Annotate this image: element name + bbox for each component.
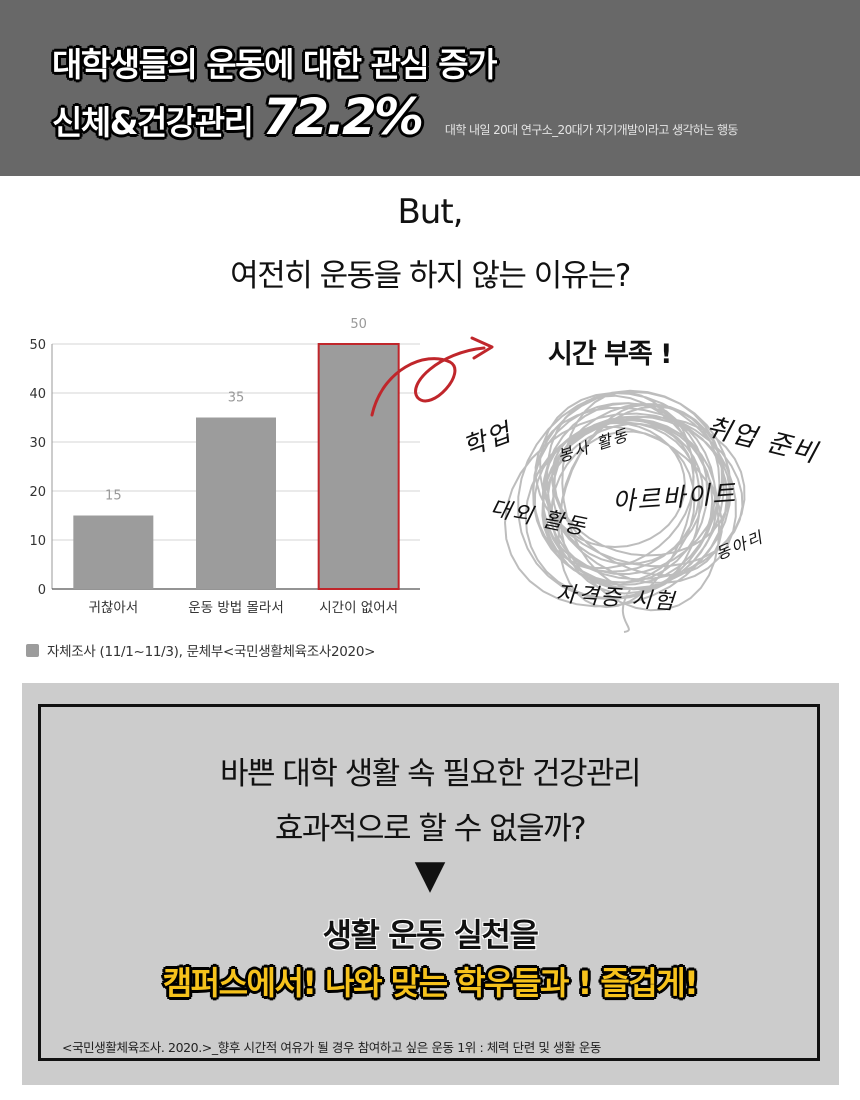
- legend-label: 자체조사 (11/1~11/3), 문체부<국민생활체육조사2020>: [47, 644, 376, 660]
- x-tick-label: 시간이 없어서: [319, 600, 398, 616]
- y-tick-label: 40: [29, 387, 46, 402]
- x-tick-label: 귀찮아서: [88, 600, 138, 616]
- y-tick-label: 20: [29, 485, 46, 500]
- bar-value-label: 35: [228, 391, 245, 406]
- bottom-line-3: 생활 운동 실천을: [322, 916, 539, 954]
- arrowhead-icon: [470, 336, 494, 360]
- bar: [317, 343, 400, 590]
- y-tick-label: 0: [38, 583, 46, 598]
- bar: [196, 417, 276, 589]
- header-stat-percent: 72.2%: [262, 88, 423, 146]
- header-stat: 신체&건강관리 72.2% 대학 내일 20대 연구소_20대가 자기개발이라고…: [52, 88, 738, 148]
- subtitle-question: 여전히 운동을 하지 않는 이유는?: [230, 258, 631, 294]
- header-stat-label: 신체&건강관리: [52, 103, 254, 142]
- time-shortage-title: 시간 부족 !: [548, 339, 672, 370]
- bar-value-label: 15: [105, 489, 122, 504]
- subtitle-but: But,: [397, 192, 463, 232]
- bottom-panel: [22, 683, 839, 1085]
- legend-swatch: [26, 643, 39, 657]
- y-tick-label: 10: [29, 534, 46, 549]
- bottom-line-2: 효과적으로 할 수 없을까?: [274, 811, 587, 847]
- header-source: 대학 내일 20대 연구소_20대가 자기개발이라고 생각하는 행동: [444, 123, 739, 137]
- bottom-box: [38, 704, 820, 1061]
- bottom-line-4: 캠퍼스에서! 나와 맞는 학우들과 ! 즐겁게!: [162, 964, 699, 1002]
- bar-chart: 0 10 20 30 40 50 15 귀찮아서 35 운동 방법 몰라서 50 시간이 없어서: [29, 317, 494, 616]
- chart-legend: 자체조사 (11/1~11/3), 문체부<국민생활체육조사2020>: [26, 640, 375, 660]
- header-banner: [0, 0, 860, 176]
- red-swoosh-arrow: [370, 346, 486, 417]
- scribble-lines: [503, 389, 746, 633]
- bottom-source: <국민생활체육조사. 2020.>_향후 시간적 여유가 될 경우 참여하고 싶…: [62, 1040, 602, 1055]
- y-tick-label: 30: [29, 436, 46, 451]
- down-triangle-icon: ▼: [414, 852, 446, 898]
- bar: [73, 515, 154, 589]
- bar-value-label: 50: [350, 317, 367, 332]
- bottom-line-1: 바쁜 대학 생활 속 필요한 건강관리: [219, 756, 642, 792]
- header-title: 대학생들의 운동에 대한 관심 증가: [52, 45, 498, 84]
- y-tick-label: 50: [29, 338, 46, 353]
- scribble-tangle: [503, 389, 746, 633]
- x-tick-label: 운동 방법 몰라서: [188, 600, 284, 616]
